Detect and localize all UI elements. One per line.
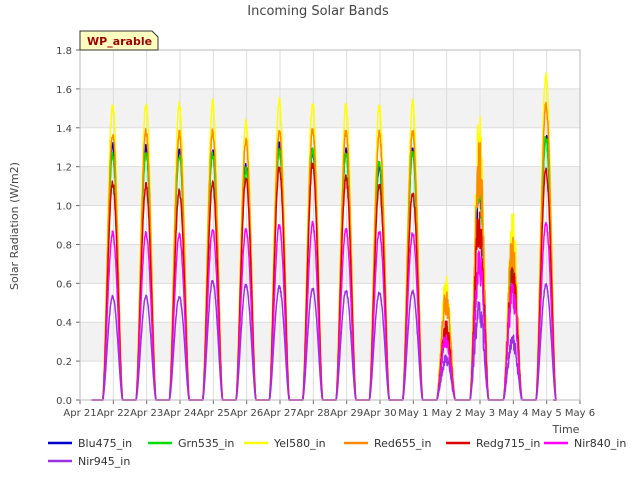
legend-label: Yel580_in (273, 437, 326, 450)
y-tick-label: 0.2 (56, 357, 72, 368)
background-bands (80, 50, 580, 400)
legend-label: Blu475_in (78, 437, 132, 450)
x-tick-label: May 3 (465, 408, 495, 419)
legend-item: Blu475_in (48, 437, 132, 450)
x-tick-label: Apr 23 (130, 408, 163, 419)
x-tick-label: May 1 (398, 408, 428, 419)
chart-title: Incoming Solar Bands (247, 4, 389, 19)
site-label-badge: WP_arable (79, 30, 159, 51)
legend-item: Nir840_in (544, 437, 626, 450)
x-tick-label: Apr 21 (63, 408, 96, 419)
x-tick-label: Apr 24 (163, 408, 196, 419)
x-tick-label: Apr 30 (363, 408, 396, 419)
y-tick-label: 1.4 (56, 124, 72, 135)
site-label: WP_arable (87, 35, 152, 48)
legend: Blu475_in Grn535_in Yel580_in Red655_in Redg… (48, 437, 626, 468)
plot-frame (79, 49, 581, 401)
legend-label: Nir840_in (574, 437, 626, 450)
x-tick-label: May 5 (532, 408, 562, 419)
y-tick-label: 0.4 (56, 318, 72, 329)
x-tick-label: Apr 22 (97, 408, 130, 419)
x-tick-label: May 4 (498, 408, 528, 419)
x-tick-label: Apr 29 (330, 408, 363, 419)
legend-item: Red655_in (344, 437, 431, 450)
grid-band (80, 88, 580, 128)
legend-label: Nir945_in (78, 455, 130, 468)
legend-label: Red655_in (374, 437, 431, 450)
y-tick-label: 0.6 (56, 279, 72, 290)
x-tick-label: Apr 27 (263, 408, 296, 419)
y-tick-label: 0.8 (56, 240, 72, 251)
x-tick-label: May 6 (565, 408, 595, 419)
y-tick-label: 0.0 (56, 396, 72, 407)
x-axis-label: Time (552, 423, 580, 436)
grid-band (80, 166, 580, 206)
y-tick-label: 1.2 (56, 163, 72, 174)
y-axis-label: Solar Radiation (W/m2) (8, 162, 21, 290)
y-tick-label: 1.6 (56, 85, 72, 96)
x-tick-label: Apr 26 (230, 408, 263, 419)
x-tick-label: May 2 (432, 408, 462, 419)
y-tick-label: 1.8 (56, 46, 72, 57)
legend-item: Redg715_in (446, 437, 540, 450)
x-tick-label: Apr 28 (297, 408, 330, 419)
legend-item: Nir945_in (48, 455, 130, 468)
legend-item: Yel580_in (244, 437, 326, 450)
legend-label: Redg715_in (476, 437, 540, 450)
legend-item: Grn535_in (148, 437, 234, 450)
grid-band (80, 322, 580, 362)
y-tick-label: 1.0 (56, 202, 72, 213)
legend-label: Grn535_in (178, 437, 234, 450)
x-tick-label: Apr 25 (197, 408, 230, 419)
grid-band (80, 244, 580, 284)
